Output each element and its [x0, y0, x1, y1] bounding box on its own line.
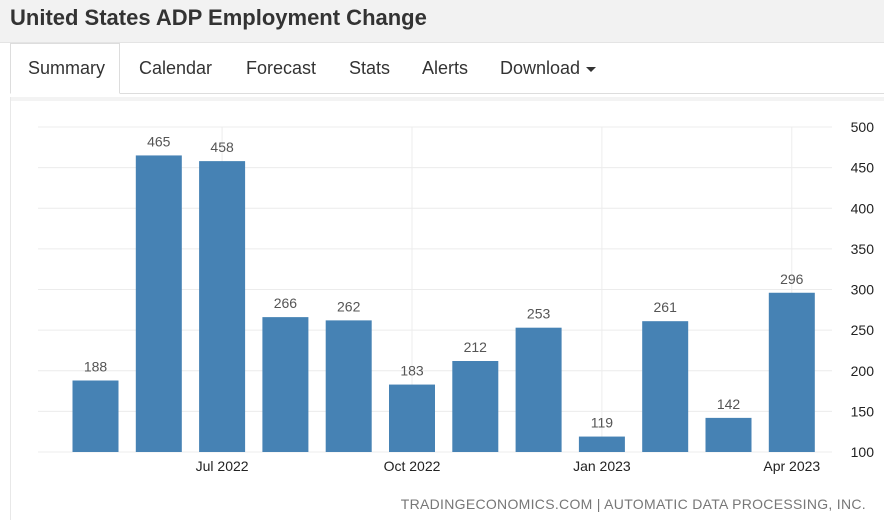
panel-top-edge	[10, 97, 884, 101]
bar	[642, 321, 689, 452]
data-label: 253	[527, 306, 551, 322]
y-tick-label: 150	[851, 403, 875, 419]
bar	[262, 317, 309, 452]
data-label: 183	[400, 363, 424, 379]
tab-download[interactable]: Download	[500, 58, 597, 79]
tab-divider	[120, 93, 884, 94]
bar	[768, 292, 815, 452]
tab-stats[interactable]: Stats	[349, 58, 391, 78]
bar	[452, 361, 499, 452]
data-label: 458	[210, 139, 234, 155]
y-tick-label: 400	[851, 200, 875, 216]
bar	[135, 155, 182, 452]
y-tick-label: 500	[851, 119, 875, 135]
tab-calendar[interactable]: Calendar	[139, 58, 213, 78]
data-label: 142	[717, 396, 741, 412]
data-label: 119	[591, 415, 614, 431]
y-tick-label: 350	[851, 241, 875, 257]
data-label: 266	[274, 295, 298, 311]
x-tick-label: Apr 2023	[763, 458, 820, 474]
bar	[515, 327, 562, 452]
bar	[705, 417, 752, 452]
bar	[325, 320, 372, 452]
tab-summary[interactable]: Summary	[28, 58, 106, 78]
tab-alerts[interactable]: Alerts	[422, 58, 469, 78]
source-credit: TRADINGECONOMICS.COM | AUTOMATIC DATA PR…	[400, 496, 866, 512]
bar	[72, 380, 119, 452]
x-tick-label: Jan 2023	[573, 458, 631, 474]
tab-download-label: Download	[500, 58, 581, 78]
y-tick-label: 250	[851, 322, 875, 338]
panel-left-edge	[10, 97, 11, 520]
y-tick-label: 100	[851, 444, 875, 460]
y-tick-label: 200	[851, 363, 875, 379]
data-label: 188	[84, 359, 108, 375]
tab-bar: Summary Calendar Forecast Stats Alerts D…	[0, 43, 884, 95]
tab-forecast[interactable]: Forecast	[246, 58, 317, 78]
data-label: 212	[464, 339, 488, 355]
y-tick-label: 300	[851, 282, 875, 298]
data-label: 296	[780, 271, 804, 287]
page-title: United States ADP Employment Change	[10, 5, 427, 30]
bar	[578, 436, 625, 452]
tab-summary-box[interactable]	[10, 43, 120, 94]
data-label: 262	[337, 298, 361, 314]
data-label: 465	[147, 133, 171, 149]
x-tick-label: Jul 2022	[196, 458, 249, 474]
bar	[389, 384, 435, 452]
title-bar: United States ADP Employment Change	[0, 0, 884, 43]
y-tick-label: 450	[851, 160, 875, 176]
data-label: 261	[654, 299, 678, 315]
chevron-down-icon	[586, 66, 597, 72]
x-tick-label: Oct 2022	[384, 458, 441, 474]
bar	[199, 161, 246, 452]
